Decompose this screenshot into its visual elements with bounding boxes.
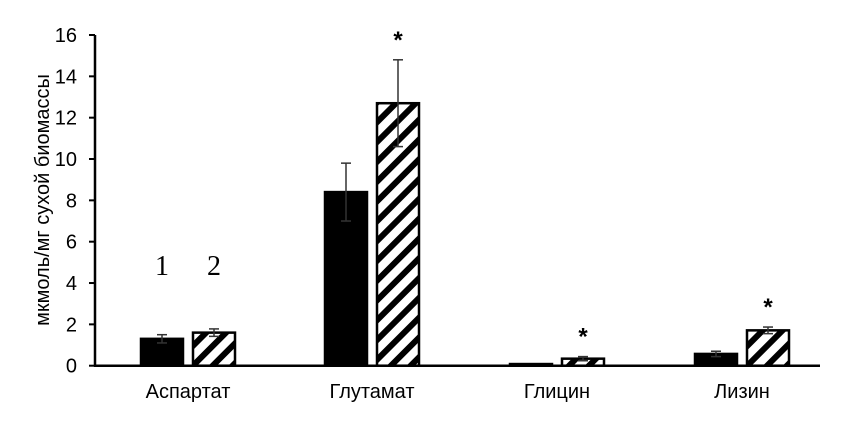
y-tick-label: 0: [66, 356, 77, 378]
y-tick-label: 14: [55, 66, 77, 88]
y-tick-label: 6: [66, 232, 77, 254]
y-tick-label: 16: [55, 25, 77, 47]
x-tick-label: Глицин: [524, 381, 590, 403]
x-tick-label: Аспартат: [146, 381, 231, 403]
bar-1-Глутамат: [323, 190, 369, 367]
bar-1-Глицин: [508, 362, 554, 367]
bar-2-Аспартат: [191, 331, 237, 367]
y-tick-label: 4: [66, 273, 77, 295]
series-label: 2: [207, 251, 221, 282]
x-tick-label: Лизин: [714, 381, 770, 403]
y-tick-label: 10: [55, 149, 77, 171]
y-axis-label: мкмоль/мг сухой биомассы: [32, 74, 54, 326]
significance-marker: *: [393, 27, 403, 54]
series-label: 1: [155, 251, 169, 282]
significance-marker: *: [763, 294, 773, 321]
y-tick-label: 12: [55, 108, 77, 130]
y-tick-label: 8: [66, 190, 77, 212]
significance-marker: *: [578, 324, 588, 351]
y-tick-label: 2: [66, 314, 77, 336]
x-tick-label: Глутамат: [329, 381, 414, 403]
bar-2-Лизин: [745, 329, 791, 367]
